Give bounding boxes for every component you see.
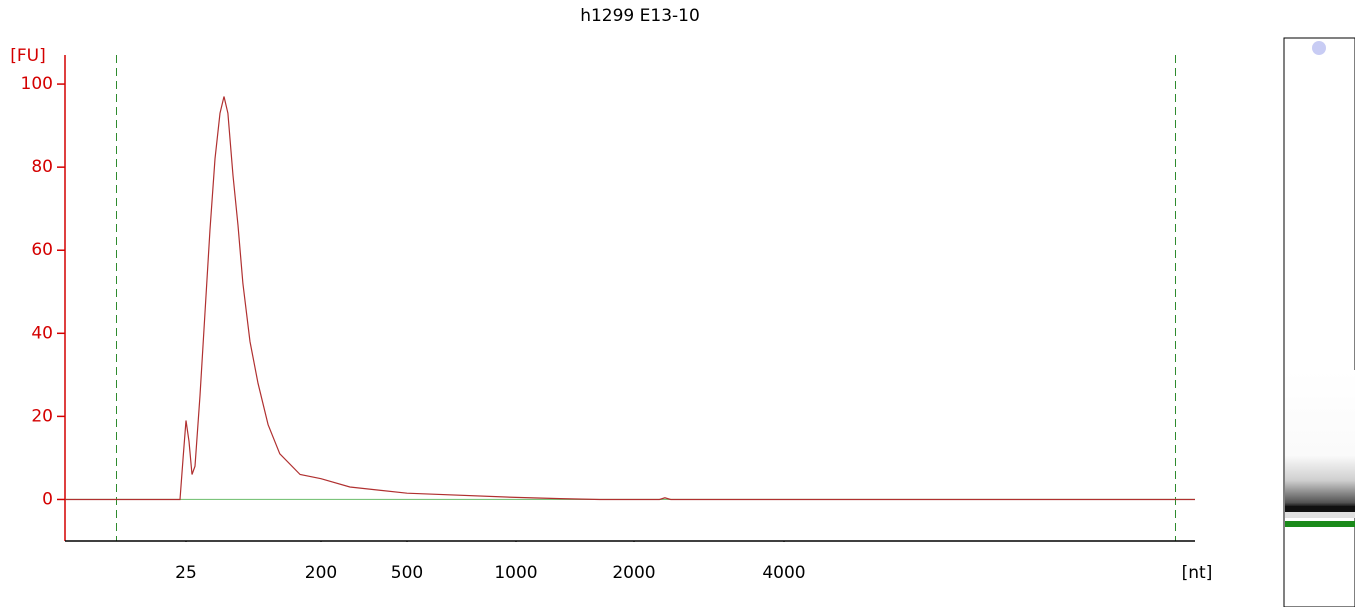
chart-title: h1299 E13-10 xyxy=(580,6,700,26)
trace xyxy=(65,96,1195,501)
y-tick-label: 60 xyxy=(31,240,53,260)
y-tick-label: 80 xyxy=(31,157,53,177)
y-tick-label: 20 xyxy=(31,406,53,426)
x-tick-label: 2000 xyxy=(612,563,655,583)
y-axis-label: [FU] xyxy=(10,46,46,66)
y-tick-label: 40 xyxy=(31,323,53,343)
y-tick-label: 100 xyxy=(21,74,53,94)
x-tick-label: 25 xyxy=(175,563,197,583)
x-tick-label: 200 xyxy=(305,563,337,583)
x-axis-label: [nt] xyxy=(1182,563,1213,583)
x-tick-label: 1000 xyxy=(494,563,537,583)
y-tick-label: 0 xyxy=(42,489,53,509)
x-tick-label: 500 xyxy=(391,563,423,583)
gel-lane xyxy=(1283,37,1355,607)
x-tick-label: 4000 xyxy=(762,563,805,583)
